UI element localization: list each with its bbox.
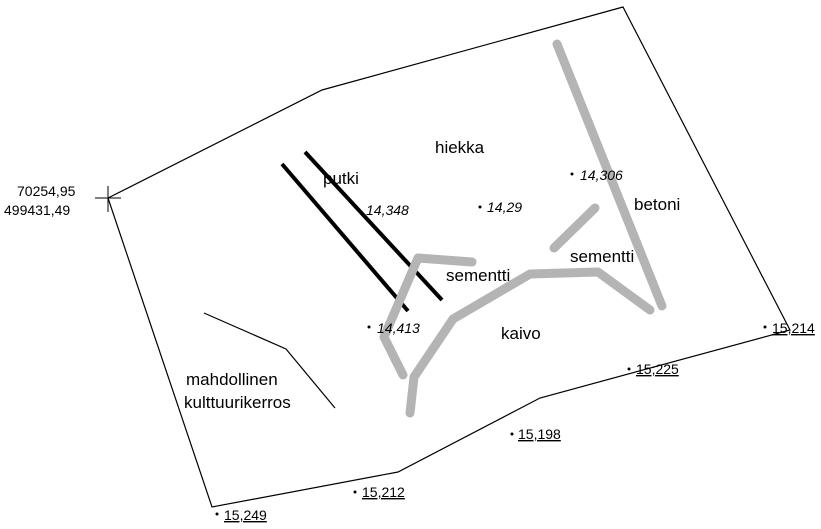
elevation-15-212: 15,212 bbox=[362, 484, 405, 500]
elevation-15-225: 15;225 bbox=[636, 361, 679, 377]
elevation-14-348: 14,348 bbox=[366, 202, 409, 218]
label-betoni: betoni bbox=[634, 195, 680, 214]
excavation-boundary bbox=[107, 6, 791, 508]
elevation-14-413: 14,413 bbox=[377, 320, 420, 336]
label-sementti-left: sementti bbox=[446, 266, 510, 285]
label-sementti-right: sementti bbox=[570, 247, 634, 266]
pipe-line-1 bbox=[280, 162, 410, 313]
elevation-14-29: 14,29 bbox=[487, 199, 522, 215]
survey-point-crosshair bbox=[95, 186, 121, 212]
elevation-15-249: 15,249 bbox=[224, 507, 267, 523]
cement-wall-short bbox=[549, 203, 600, 253]
label-kaivo: kaivo bbox=[501, 324, 541, 343]
foundation-walls bbox=[379, 39, 667, 418]
elevation-15-214: 15,214 bbox=[772, 320, 815, 336]
label-putki: putki bbox=[323, 169, 359, 188]
culture-layer-line bbox=[203, 312, 336, 409]
cement-wall-left bbox=[379, 253, 477, 380]
pipe-line-2 bbox=[303, 150, 444, 302]
label-hiekka: hiekka bbox=[435, 138, 485, 157]
label-culture-layer-2: kulttuurikerros bbox=[184, 393, 291, 412]
coordinate-x: 70254,95 bbox=[17, 183, 76, 199]
cement-wall-main bbox=[405, 267, 655, 418]
coordinate-y: 499431,49 bbox=[4, 202, 70, 218]
label-culture-layer-1: mahdollinen bbox=[186, 370, 278, 389]
elevation-14-306: 14,306 bbox=[580, 167, 623, 183]
elevation-dots bbox=[215, 172, 767, 516]
elevation-15-198: 15,198 bbox=[518, 426, 561, 442]
concrete-wall-betoni bbox=[552, 39, 667, 311]
